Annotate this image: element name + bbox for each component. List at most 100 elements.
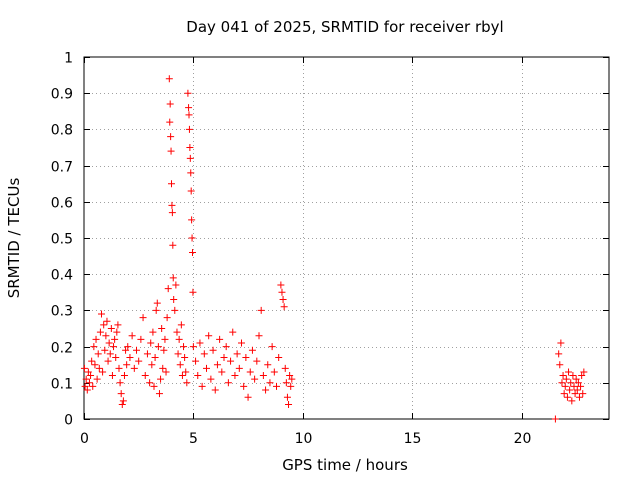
data-point bbox=[183, 379, 191, 387]
data-point bbox=[95, 364, 103, 372]
data-point bbox=[270, 368, 278, 376]
data-point bbox=[280, 303, 288, 311]
data-point bbox=[577, 382, 585, 390]
chart-title: Day 041 of 2025, SRMTID for receiver rby… bbox=[186, 18, 503, 36]
data-point bbox=[101, 346, 109, 354]
ticks: 00.10.20.30.40.50.60.70.80.910 5 10 15 20 bbox=[51, 51, 609, 447]
data-point bbox=[189, 248, 196, 256]
data-point bbox=[99, 368, 107, 376]
data-point bbox=[185, 104, 193, 112]
x-tick-label: 20 bbox=[514, 431, 532, 447]
data-point bbox=[153, 299, 161, 307]
data-point bbox=[82, 375, 90, 383]
data-point bbox=[170, 296, 178, 304]
data-point bbox=[163, 314, 171, 322]
data-point bbox=[264, 361, 272, 369]
data-point bbox=[279, 296, 287, 304]
data-point bbox=[135, 357, 143, 365]
x-axis-title: GPS time / hours bbox=[282, 456, 408, 474]
data-point bbox=[84, 368, 92, 376]
data-point bbox=[111, 335, 119, 343]
x-tick-label: 0 bbox=[80, 431, 89, 447]
data-point bbox=[185, 125, 193, 133]
data-point bbox=[248, 346, 256, 354]
y-tick-label: 0.1 bbox=[51, 377, 73, 393]
data-point bbox=[174, 350, 182, 358]
data-point bbox=[176, 361, 184, 369]
data-point bbox=[126, 353, 134, 361]
data-point bbox=[168, 201, 176, 209]
data-point bbox=[229, 328, 237, 336]
data-point bbox=[246, 368, 254, 376]
data-point bbox=[154, 343, 162, 351]
data-point bbox=[172, 281, 180, 289]
data-point bbox=[235, 364, 243, 372]
data-point bbox=[118, 401, 126, 409]
data-point bbox=[557, 339, 565, 347]
data-point bbox=[107, 325, 115, 332]
data-point bbox=[160, 346, 168, 354]
data-point bbox=[178, 372, 186, 380]
data-point bbox=[262, 386, 270, 394]
data-point bbox=[116, 379, 124, 387]
data-point bbox=[573, 386, 581, 394]
data-point bbox=[571, 390, 579, 398]
data-point bbox=[171, 306, 179, 314]
x-tick-label: 10 bbox=[295, 431, 313, 447]
data-point bbox=[288, 375, 296, 383]
data-point bbox=[80, 364, 88, 372]
data-point bbox=[281, 364, 289, 372]
data-point bbox=[285, 401, 293, 409]
data-point bbox=[189, 288, 197, 296]
data-point bbox=[575, 393, 583, 401]
data-point bbox=[567, 379, 575, 387]
data-point bbox=[283, 393, 291, 401]
data-point bbox=[559, 372, 567, 380]
data-point bbox=[253, 357, 261, 365]
data-point bbox=[572, 375, 580, 383]
data-point bbox=[565, 368, 573, 376]
data-point bbox=[81, 382, 89, 390]
data-point bbox=[240, 382, 248, 390]
data-point bbox=[112, 353, 120, 361]
data-point bbox=[114, 321, 122, 329]
data-point bbox=[257, 306, 265, 314]
data-point bbox=[268, 343, 276, 351]
data-point bbox=[164, 285, 172, 293]
data-point bbox=[180, 343, 188, 351]
y-axis-title: SRMTID / TECUs bbox=[5, 178, 23, 299]
data-point bbox=[189, 343, 197, 351]
data-point bbox=[273, 382, 280, 390]
data-point bbox=[277, 281, 285, 289]
y-tick-label: 0.3 bbox=[51, 304, 73, 320]
data-point bbox=[169, 241, 177, 249]
grid bbox=[84, 57, 609, 419]
data-point bbox=[158, 325, 166, 332]
data-point bbox=[104, 357, 112, 365]
data-point bbox=[102, 332, 110, 340]
y-tick-label: 1 bbox=[64, 51, 73, 67]
data-point bbox=[124, 343, 132, 351]
data-point bbox=[275, 353, 283, 361]
data-point bbox=[286, 372, 294, 380]
y-tick-label: 0 bbox=[64, 413, 73, 429]
data-point bbox=[120, 372, 128, 380]
data-point bbox=[233, 350, 241, 358]
y-tick-label: 0.7 bbox=[51, 160, 73, 176]
data-point bbox=[83, 386, 91, 394]
data-point bbox=[115, 364, 123, 372]
data-point bbox=[85, 379, 93, 387]
data-point bbox=[169, 274, 177, 282]
data-point bbox=[205, 332, 213, 340]
data-point bbox=[580, 368, 588, 376]
data-point bbox=[569, 372, 577, 380]
data-point bbox=[165, 75, 173, 83]
data-point bbox=[198, 382, 206, 390]
y-tick-label: 0.9 bbox=[51, 87, 73, 103]
data-point bbox=[579, 390, 587, 398]
y-tick-label: 0.4 bbox=[51, 268, 73, 284]
x-tick-label: 15 bbox=[404, 431, 422, 447]
data-point bbox=[218, 368, 226, 376]
data-point bbox=[168, 209, 176, 217]
data-point bbox=[578, 372, 586, 380]
